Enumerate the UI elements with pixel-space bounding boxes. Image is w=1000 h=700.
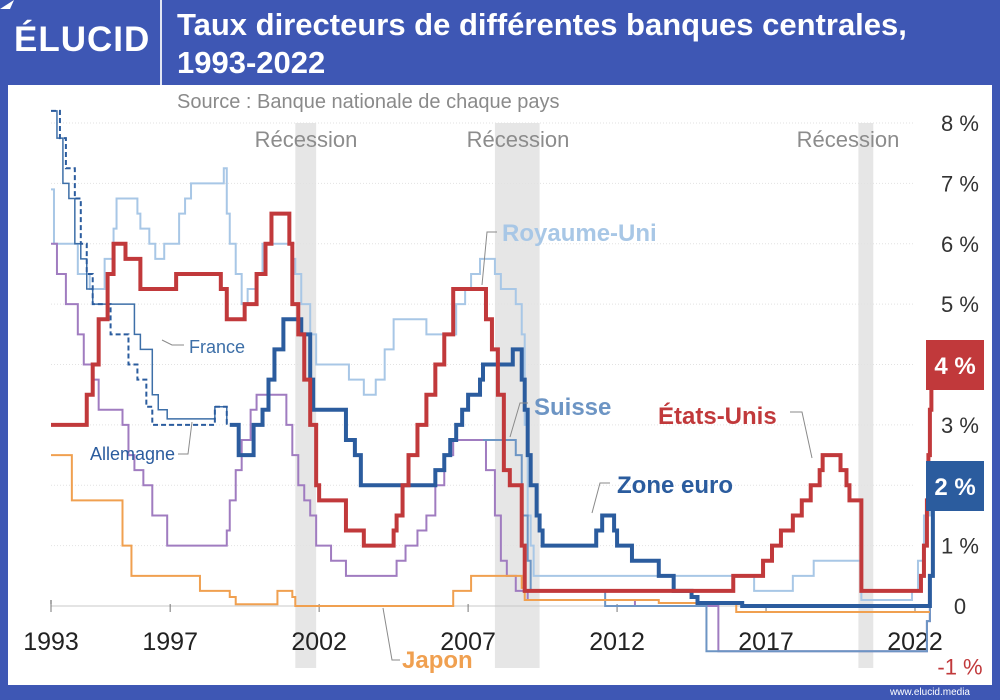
- title-line-1: Taux directeurs de différentes banques c…: [177, 7, 907, 42]
- leader-line: [382, 607, 400, 661]
- x-tick-label: 2012: [589, 628, 645, 656]
- y-tick-label: 8 %: [941, 111, 979, 136]
- y-tick-label: 0: [954, 594, 966, 619]
- y-tick-label: 7 %: [941, 171, 979, 196]
- leader-line: [591, 482, 610, 514]
- y-tick-label: 5 %: [941, 292, 979, 317]
- y-tick-label: 6 %: [941, 232, 979, 257]
- leader-line: [178, 421, 193, 455]
- end-badge-label: 2 %: [934, 474, 975, 501]
- elucid-logo[interactable]: ÉLUCID: [14, 20, 151, 59]
- leader-line: [161, 339, 184, 346]
- x-tick-label: 1993: [23, 628, 79, 656]
- series-line-japon: [51, 454, 930, 614]
- series-label-suisse: Suisse: [534, 394, 611, 421]
- series-label-allemagne: Allemagne: [90, 444, 175, 464]
- end-badge: [926, 461, 984, 511]
- leader-line: [509, 402, 528, 438]
- leader-line: [790, 411, 813, 459]
- series-line-zone-euro: [229, 317, 935, 608]
- series-line-etats-unis: [51, 211, 934, 593]
- recession-label: Récession: [255, 127, 358, 152]
- series-label-royaume-uni: Royaume-Uni: [502, 220, 657, 247]
- series-label-etats-unis: États-Unis: [658, 402, 777, 430]
- y-tick-label: 1 %: [941, 534, 979, 559]
- recession-band: [295, 123, 317, 668]
- series-label-france: France: [189, 337, 245, 357]
- x-tick-label: 1997: [142, 628, 198, 656]
- recession-label: Récession: [797, 127, 900, 152]
- header: ÉLUCID Taux directeurs de différentes ba…: [0, 0, 1000, 85]
- series-label-zone-euro: Zone euro: [617, 472, 733, 499]
- x-tick-label: 2002: [291, 628, 347, 656]
- y-tick-label: -1 %: [937, 654, 982, 679]
- elucid-mark-icon: [0, 0, 14, 9]
- series-line-purple: [51, 242, 931, 653]
- logo-separator: [160, 0, 162, 85]
- series-line-royaume-uni: [51, 167, 931, 601]
- end-badge: [926, 340, 984, 390]
- title-line-2: 1993-2022: [177, 45, 326, 80]
- y-tick-label: 3 %: [941, 413, 979, 438]
- series-label-japon: Japon: [402, 647, 473, 674]
- chart-source: Source : Banque nationale de chaque pays: [177, 91, 560, 113]
- series-line-allemagne: [51, 109, 228, 426]
- x-tick-label: 2007: [440, 628, 496, 656]
- footer-url[interactable]: www.elucid.media: [889, 687, 970, 698]
- chart-title: Taux directeurs de différentes banques c…: [177, 6, 992, 82]
- recession-label: Récession: [467, 127, 570, 152]
- leader-line: [481, 231, 497, 286]
- end-badge-label: 4 %: [934, 353, 975, 380]
